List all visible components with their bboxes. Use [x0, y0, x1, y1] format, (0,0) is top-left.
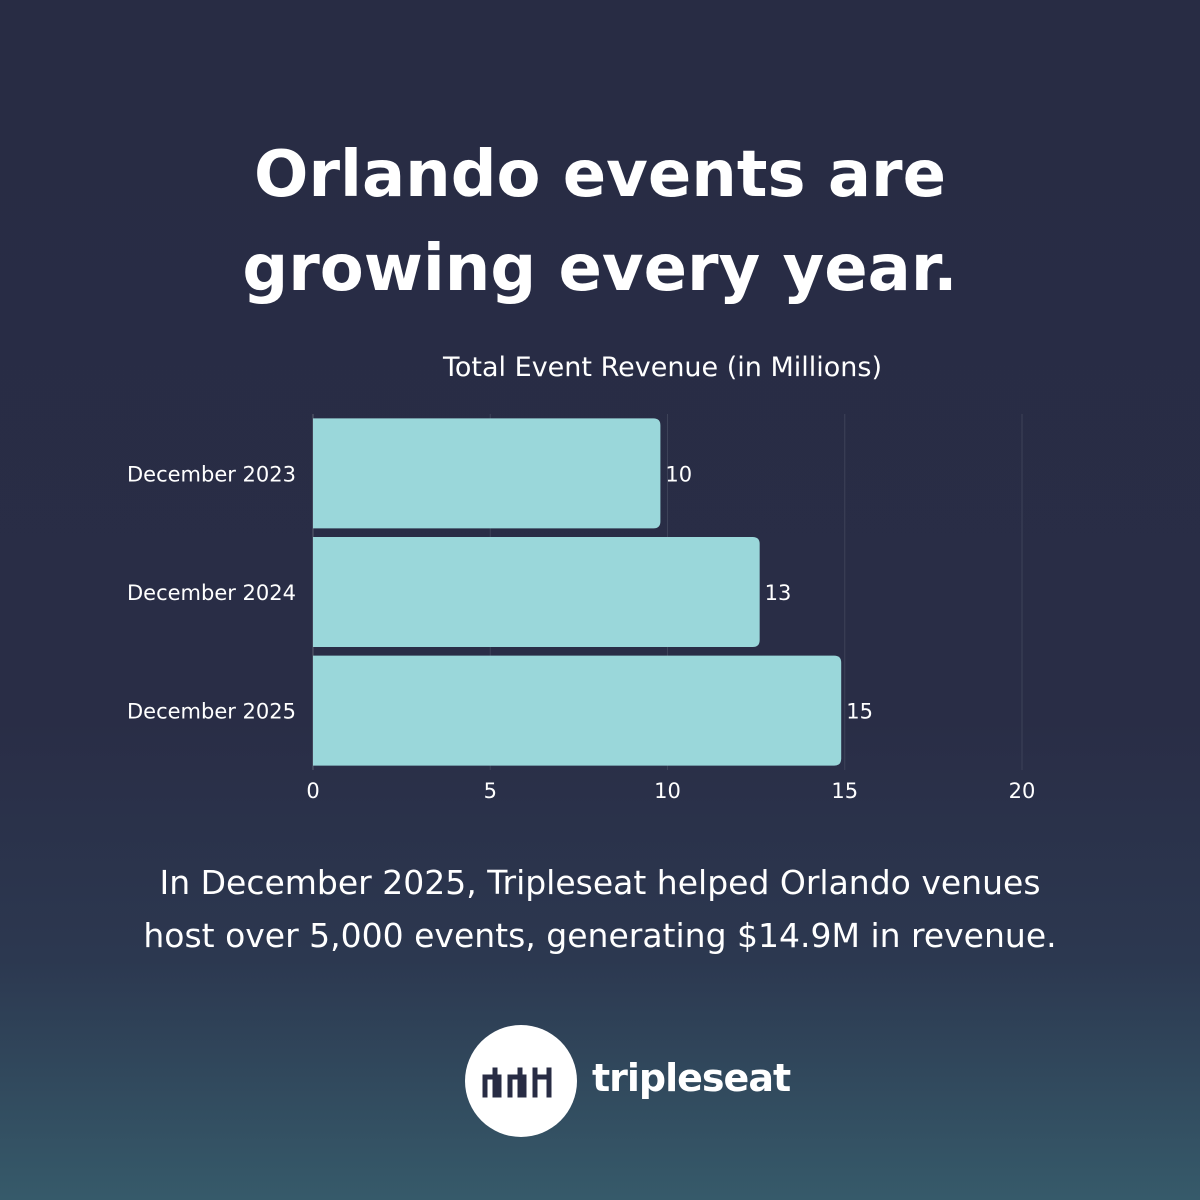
brand-name: tripleseat [592, 1056, 791, 1100]
x-tick-label: 0 [306, 779, 319, 803]
data-label: 10 [665, 462, 692, 486]
y-category-label: December 2023 [127, 462, 296, 486]
x-tick-label: 15 [831, 779, 858, 803]
headline: Orlando events are growing every year. [0, 128, 1200, 316]
y-category-label: December 2024 [127, 581, 296, 605]
bar-chart: 0 5 10 15 20 December 2023 10 December 2024 13 De… [127, 414, 1036, 803]
caption: In December 2025, Tripleseat helped Orla… [0, 856, 1200, 962]
data-label: 15 [846, 700, 873, 724]
x-tick-label: 20 [1009, 779, 1036, 803]
chart-title: Total Event Revenue (in Millions) [443, 352, 883, 383]
bar [313, 537, 760, 647]
caption-line-1: In December 2025, Tripleseat helped Orla… [159, 863, 1041, 902]
data-label: 13 [765, 581, 792, 605]
headline-line-2: growing every year. [242, 232, 958, 306]
bar [313, 655, 842, 766]
tripleseat-logo-icon [465, 1025, 577, 1137]
x-tick-label: 10 [654, 779, 681, 803]
headline-line-1: Orlando events are [254, 138, 946, 212]
y-category-label: December 2025 [127, 700, 296, 724]
bar [313, 418, 661, 529]
caption-line-2: host over 5,000 events, generating $14.9… [143, 916, 1057, 955]
x-tick-label: 5 [484, 779, 497, 803]
